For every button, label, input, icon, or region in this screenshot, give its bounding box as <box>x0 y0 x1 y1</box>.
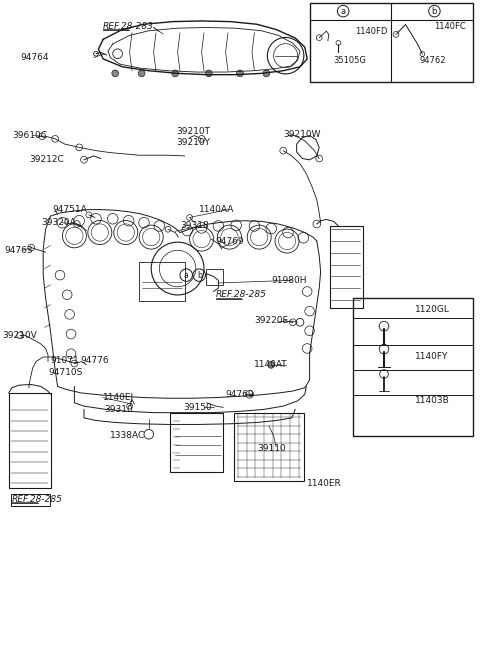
Text: 94769: 94769 <box>215 236 244 246</box>
Text: 39210V: 39210V <box>2 331 37 340</box>
Text: 94751A: 94751A <box>53 205 87 214</box>
Circle shape <box>237 70 243 77</box>
Text: 39220E: 39220E <box>254 316 288 326</box>
Bar <box>139 262 185 301</box>
Text: 1140EJ: 1140EJ <box>103 393 134 402</box>
Text: 1140AT: 1140AT <box>254 360 288 369</box>
Text: a: a <box>184 271 189 280</box>
Circle shape <box>205 70 212 77</box>
Text: 1338AC: 1338AC <box>110 431 145 440</box>
Circle shape <box>268 362 275 368</box>
Text: b: b <box>432 7 437 16</box>
Text: 39210Y: 39210Y <box>177 138 211 147</box>
Bar <box>234 413 304 481</box>
Text: 39210T: 39210T <box>177 126 211 136</box>
Text: 1140AA: 1140AA <box>199 205 235 214</box>
Circle shape <box>263 70 270 77</box>
Text: 39320A: 39320A <box>41 218 75 227</box>
Text: 39210W: 39210W <box>283 130 321 139</box>
Text: 94762: 94762 <box>420 56 446 65</box>
Bar <box>9 393 51 488</box>
Bar <box>310 3 473 82</box>
Text: 39212C: 39212C <box>29 155 63 164</box>
Text: 94710S: 94710S <box>48 367 83 377</box>
Bar <box>170 413 223 472</box>
Text: 91071: 91071 <box>50 356 79 365</box>
Bar <box>206 269 223 285</box>
Text: REF.28-285: REF.28-285 <box>12 495 63 504</box>
Text: 94764: 94764 <box>21 53 49 62</box>
Text: 1140FY: 1140FY <box>415 352 449 362</box>
Bar <box>353 298 473 436</box>
Text: a: a <box>341 7 346 16</box>
Text: 94769: 94769 <box>226 390 254 399</box>
Text: REF.28-285: REF.28-285 <box>216 290 267 299</box>
Text: 11403B: 11403B <box>415 396 449 405</box>
Text: 1140FC: 1140FC <box>434 22 466 31</box>
Text: 94763: 94763 <box>5 246 34 255</box>
Text: b: b <box>197 271 202 280</box>
Circle shape <box>112 70 119 77</box>
Text: 39110: 39110 <box>257 444 286 453</box>
Circle shape <box>172 70 179 77</box>
Text: 1120GL: 1120GL <box>415 305 449 314</box>
Circle shape <box>138 70 145 77</box>
Text: 1140FD: 1140FD <box>355 27 387 36</box>
Text: REF.28-283: REF.28-283 <box>103 22 154 31</box>
Bar <box>11 494 50 506</box>
Text: 35105G: 35105G <box>334 56 366 65</box>
Text: 39610C: 39610C <box>12 131 47 140</box>
Bar <box>330 226 363 308</box>
Text: 39318: 39318 <box>180 221 209 231</box>
Text: 91980H: 91980H <box>271 276 307 285</box>
Text: 94776: 94776 <box>81 356 109 365</box>
Text: 39310: 39310 <box>105 405 133 414</box>
Text: 39150: 39150 <box>183 403 212 412</box>
Text: 1140ER: 1140ER <box>307 479 342 488</box>
